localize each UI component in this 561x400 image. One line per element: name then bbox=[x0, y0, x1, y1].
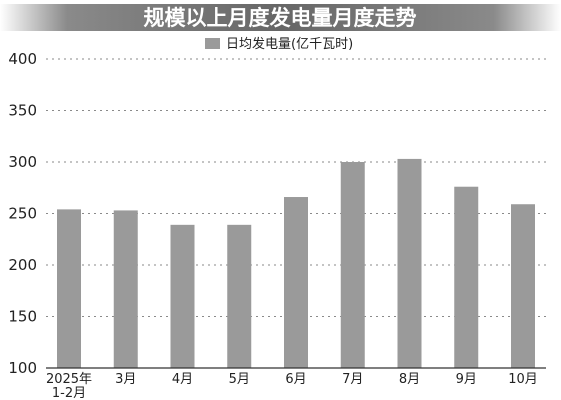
x-tick-label: 6月 bbox=[285, 372, 306, 387]
legend-label: 日均发电量(亿千瓦时) bbox=[226, 36, 353, 52]
y-tick-label: 300 bbox=[8, 153, 37, 171]
y-tick-label: 100 bbox=[8, 359, 37, 377]
bar bbox=[340, 162, 365, 368]
y-tick-label: 250 bbox=[8, 205, 37, 223]
x-tick-label: 2025年 1-2月 bbox=[46, 372, 92, 400]
x-tick-label: 7月 bbox=[342, 372, 363, 387]
x-tick-label: 4月 bbox=[172, 372, 193, 387]
x-tick-label: 10月 bbox=[508, 372, 538, 387]
bar bbox=[227, 224, 252, 368]
x-tick-label: 3月 bbox=[115, 372, 136, 387]
bar bbox=[454, 186, 479, 368]
title-banner bbox=[0, 4, 561, 31]
bar-layer bbox=[57, 158, 535, 368]
y-axis-ticks: 100 150 200 250 300 350 400 bbox=[8, 50, 37, 377]
y-tick-label: 150 bbox=[8, 308, 37, 326]
y-tick-label: 200 bbox=[8, 256, 37, 274]
x-tick-label: 8月 bbox=[399, 372, 420, 387]
x-axis-labels: 2025年 1-2月 3月 4月 5月 6月 7月 8月 9月 10月 bbox=[46, 372, 538, 400]
legend-swatch bbox=[205, 38, 220, 49]
x-tick-label: 9月 bbox=[456, 372, 477, 387]
y-tick-label: 400 bbox=[8, 50, 37, 68]
chart-title: 规模以上月度发电量月度走势 bbox=[144, 6, 417, 30]
bar bbox=[170, 224, 195, 368]
bar bbox=[284, 197, 308, 368]
bar bbox=[397, 158, 422, 368]
bar bbox=[113, 210, 138, 368]
x-tick-label: 5月 bbox=[229, 372, 250, 387]
y-tick-label: 350 bbox=[8, 102, 37, 120]
bar bbox=[57, 209, 81, 368]
bar bbox=[511, 204, 535, 368]
